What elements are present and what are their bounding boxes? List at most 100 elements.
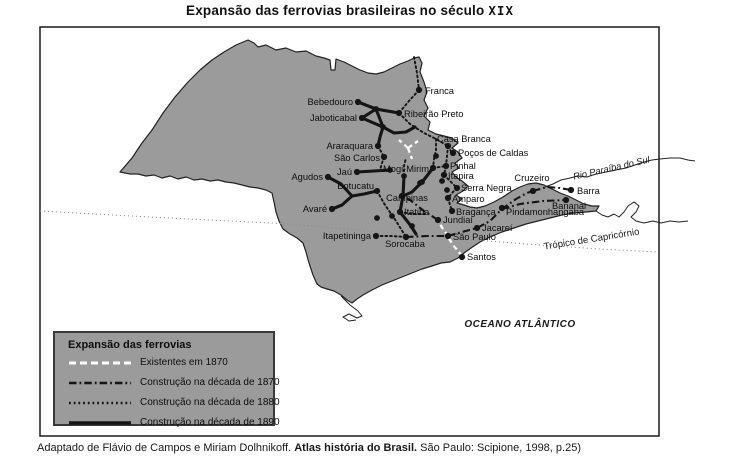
legend-item: Construção na década de 1890 (68, 416, 280, 429)
legend-item-label: Construção na década de 1870 (140, 377, 280, 388)
railway-existing (407, 140, 419, 149)
city-label: Avaré (303, 204, 327, 214)
city-dot (444, 142, 452, 150)
railway-solid (401, 166, 435, 198)
city-label: Mogi-Mirim (383, 164, 429, 174)
city-label: Bananal (552, 201, 586, 211)
railway-dashdot (447, 190, 534, 238)
city-label: Sorocaba (385, 239, 426, 249)
city-dot (440, 171, 448, 179)
caption-prefix: Adaptado de Flávio de Campos e Miriam Do… (37, 442, 295, 454)
junction-dot (389, 213, 395, 219)
railway-solid (381, 125, 417, 135)
city-label: Franca (425, 86, 455, 96)
city-dot (395, 109, 403, 117)
city-label: Amparo (452, 194, 485, 204)
city-dot (328, 205, 336, 213)
city-label: Itatiba (404, 207, 430, 217)
legend-item-label: Construção na década de 1890 (140, 417, 280, 428)
railway-solid (374, 107, 385, 129)
caption-suffix: São Paulo: Scipione, 1998, p.25) (417, 442, 581, 454)
city-label: Cruzeiro (514, 173, 549, 183)
junction-dot (373, 106, 379, 112)
legend-box: Expansão das ferrovias Existentes em 187… (53, 331, 280, 429)
river-label: Rio Paraíba do Sul (572, 154, 651, 182)
junction-dot (433, 153, 439, 159)
city-dot (444, 194, 452, 202)
legend-items: Existentes em 1870 Construção na década d… (68, 356, 280, 429)
river-line (544, 157, 696, 188)
city-label: Jaboticabal (310, 113, 357, 123)
city-label: Itapira (448, 171, 475, 181)
railway-dotted (445, 145, 449, 167)
city-label: Serra Negra (461, 183, 512, 193)
city-label: Araraquara (326, 141, 373, 151)
legend-line-sample-dotted (69, 401, 131, 404)
legend-item-label: Existentes em 1870 (140, 357, 228, 368)
railway-dotted (375, 235, 407, 238)
city-dot (358, 114, 366, 122)
railway-existing (447, 236, 463, 257)
city-label: Bragança (456, 207, 497, 217)
map-title: Expansão das ferrovias brasileiras no sé… (40, 3, 660, 18)
city-dot (473, 224, 481, 232)
railway-solid (350, 189, 379, 198)
city-dot (372, 232, 380, 240)
coastline-detail (340, 295, 363, 322)
railway-dotted (376, 190, 407, 238)
city-dot (458, 253, 466, 261)
city-label: Botucatu (337, 181, 374, 191)
railway-dashdot (532, 185, 572, 193)
railway-dotted (403, 157, 407, 177)
city-dot (567, 186, 575, 194)
map-frame (39, 26, 660, 437)
junction-dot (401, 173, 407, 179)
railway-dashdot (405, 234, 448, 239)
city-dot (373, 187, 381, 195)
city-label: Jundiaí (443, 215, 473, 225)
railway-dotted (398, 89, 420, 114)
railway-solid (330, 194, 354, 211)
city-dot (402, 233, 410, 241)
junction-dot (409, 223, 415, 229)
junction-dot (374, 215, 380, 221)
railway-dotted (399, 211, 427, 215)
legend-line-sample-solid (69, 420, 131, 425)
junction-dot (444, 187, 450, 193)
city-label: Barra (577, 186, 601, 196)
legend-line-sample-existing (69, 361, 131, 364)
junction-dot (380, 124, 386, 130)
city-label: São Paulo (453, 232, 496, 242)
city-dot (429, 164, 437, 172)
city-dot (324, 173, 332, 181)
railway-solid (355, 168, 392, 174)
city-label: Santos (467, 252, 496, 262)
city-label: Jacareí (482, 223, 513, 233)
city-dot (449, 149, 457, 157)
city-label: Pinhal (450, 161, 476, 171)
city-label: Campinas (386, 193, 428, 203)
city-dot (529, 187, 537, 195)
city-dot (398, 192, 406, 200)
city-dot (453, 184, 461, 192)
railway-solid (326, 175, 354, 198)
city-label: Agudos (291, 172, 323, 182)
source-caption: Adaptado de Flávio de Campos e Miriam Do… (37, 442, 727, 454)
city-label: Bebedouro (308, 97, 354, 107)
railway-dotted (398, 112, 449, 147)
coastline-detail (595, 201, 689, 224)
city-label: Pindamonhangaba (506, 207, 585, 217)
city-label: São Carlos (334, 153, 380, 163)
legend-item-label: Construção na década de 1880 (140, 397, 280, 408)
city-label: Casa Branca (437, 134, 492, 144)
map-title-text: Expansão das ferrovias brasileiras no sé… (186, 3, 489, 18)
city-dot (380, 153, 388, 161)
city-dot (498, 204, 506, 212)
city-dot (354, 98, 362, 106)
city-dot (353, 168, 361, 176)
city-label: Itapetininga (323, 231, 372, 241)
railway-existing (406, 147, 414, 160)
legend-line-sample-dashdot (69, 381, 131, 384)
